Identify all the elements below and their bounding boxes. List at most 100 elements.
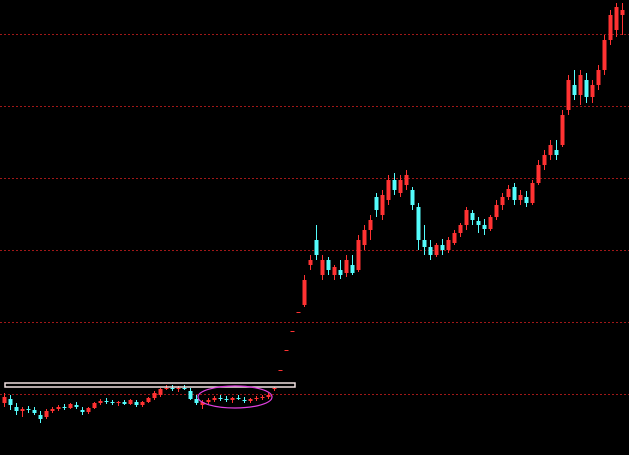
candle-body [230, 398, 235, 400]
candle-body [212, 398, 217, 400]
candle-body [440, 245, 445, 250]
candle-body [488, 217, 493, 229]
candle-body [224, 399, 229, 400]
candle-body [266, 395, 271, 397]
candle-body [98, 401, 103, 403]
candle-body [62, 407, 67, 408]
candle-body [296, 312, 301, 313]
candle-body [584, 80, 589, 97]
candle-body [278, 370, 283, 371]
candle-body [380, 195, 385, 215]
candle-body [542, 155, 547, 165]
candle-body [428, 247, 433, 255]
candle-body [410, 190, 415, 205]
candle-body [608, 15, 613, 40]
candle-body [596, 70, 601, 85]
candle-body [38, 415, 43, 419]
candle-body [314, 240, 319, 255]
candle-body [386, 180, 391, 200]
candle-body [482, 225, 487, 229]
candle-body [194, 399, 199, 403]
candle-body [560, 115, 565, 145]
highlight-band [4, 382, 296, 388]
candle-body [320, 260, 325, 275]
candle-body [116, 402, 121, 403]
candle-body [218, 398, 223, 399]
candle-body [350, 265, 355, 273]
candle-body [284, 350, 289, 351]
candle-body [620, 10, 625, 15]
candle-body [104, 401, 109, 402]
candle-body [368, 220, 373, 230]
candle-body [236, 398, 241, 399]
candle-body [92, 403, 97, 408]
candle-body [122, 402, 127, 404]
candle-body [56, 407, 61, 409]
candle-body [260, 397, 265, 398]
candle-body [356, 240, 361, 270]
candle-body [74, 405, 79, 407]
candle-body [614, 7, 619, 30]
candle-body [80, 410, 85, 412]
candle-body [332, 267, 337, 275]
candle-body [518, 195, 523, 200]
candle-body [164, 388, 169, 389]
candle-body [398, 180, 403, 193]
candle-body [566, 80, 571, 110]
candle-body [308, 260, 313, 265]
candle-body [188, 391, 193, 399]
candle-body [326, 260, 331, 270]
candle-body [182, 388, 187, 389]
candle-body [290, 331, 295, 332]
candles [2, 3, 625, 423]
candle-body [302, 280, 307, 305]
candle-body [50, 409, 55, 411]
candle-body [338, 270, 343, 275]
candle-body [536, 165, 541, 183]
candle-body [152, 393, 157, 398]
candle-body [110, 402, 115, 403]
candle-body [158, 389, 163, 395]
candle-body [494, 205, 499, 217]
candle-body [86, 408, 91, 412]
candle-body [176, 388, 181, 389]
candle-body [68, 404, 73, 408]
candle-body [554, 150, 559, 155]
candle-body [2, 397, 7, 403]
candle-body [602, 40, 607, 70]
candle-body [446, 240, 451, 250]
candle-body [242, 400, 247, 401]
candle-body [416, 207, 421, 240]
candle-body [248, 399, 253, 401]
candle-body [344, 260, 349, 273]
highlight-ellipse [197, 385, 273, 409]
candle-body [434, 245, 439, 255]
candle-body [590, 85, 595, 97]
candle-body [524, 197, 529, 203]
candle-body [140, 402, 145, 405]
candle-body [20, 409, 25, 411]
candle-body [200, 402, 205, 405]
candle-body [578, 75, 583, 95]
candle-body [500, 197, 505, 205]
candle-body [464, 210, 469, 225]
candle-body [170, 388, 175, 389]
candle-body [374, 197, 379, 210]
candle-body [14, 407, 19, 411]
candle-body [362, 230, 367, 245]
candle-body [206, 400, 211, 402]
candle-body [476, 221, 481, 225]
candle-body [470, 213, 475, 220]
candle-body [452, 233, 457, 243]
grid [0, 34, 629, 395]
candle-body [422, 240, 427, 247]
candle-body [146, 398, 151, 402]
candle-body [32, 410, 37, 413]
candle-body [458, 225, 463, 233]
candle-body [272, 388, 277, 389]
candle-body [254, 398, 259, 399]
candle-body [128, 400, 133, 404]
